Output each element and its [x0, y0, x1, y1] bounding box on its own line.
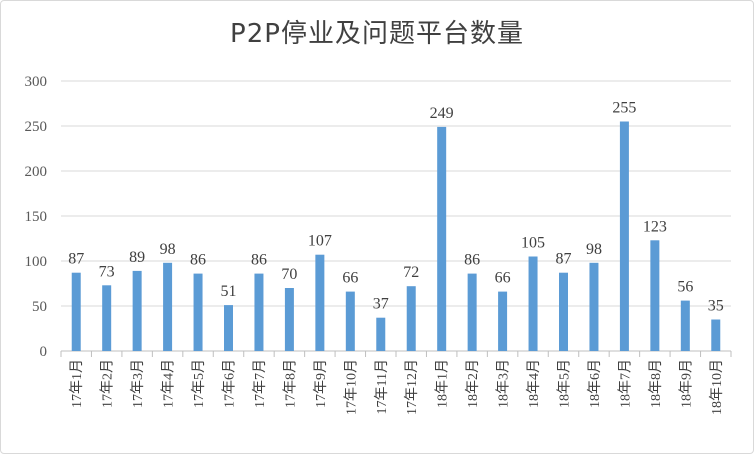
x-tick-label: 18年9月	[678, 359, 694, 408]
x-tick-label: 18年6月	[587, 359, 603, 408]
data-label: 98	[586, 241, 602, 258]
data-label: 86	[190, 252, 206, 269]
bar	[284, 288, 294, 351]
x-tick-label: 18年1月	[435, 359, 451, 408]
x-tick-label: 17年6月	[222, 359, 238, 408]
data-label: 70	[281, 266, 297, 283]
y-tick-label: 0	[40, 344, 48, 360]
bar	[650, 240, 660, 351]
bar	[132, 270, 142, 351]
data-label: 107	[308, 233, 332, 250]
y-tick-label: 200	[25, 164, 48, 180]
x-tick-label: 18年2月	[465, 359, 481, 408]
data-label: 51	[221, 283, 237, 300]
bar	[406, 286, 416, 351]
data-label: 73	[99, 263, 115, 280]
y-tick-label: 300	[25, 74, 48, 90]
x-tick-label: 17年11月	[374, 359, 390, 414]
x-tick-label: 17年4月	[161, 359, 177, 408]
y-tick-label: 250	[25, 119, 48, 135]
bar	[467, 273, 477, 351]
data-label: 123	[643, 218, 667, 235]
bar	[102, 285, 112, 351]
bar	[71, 272, 81, 351]
bar	[163, 262, 173, 351]
data-label: 86	[251, 252, 267, 269]
x-tick-label: 17年3月	[130, 359, 146, 408]
bar	[559, 272, 568, 351]
y-tick-label: 150	[25, 209, 48, 225]
x-tick-label: 17年8月	[282, 359, 298, 408]
x-tick-label: 17年12月	[404, 359, 420, 415]
x-tick-label: 18年10月	[709, 359, 725, 415]
x-tick-label: 18年8月	[648, 359, 664, 408]
data-label: 89	[129, 249, 145, 266]
data-label: 255	[612, 100, 636, 117]
data-label: 98	[160, 241, 176, 258]
bar	[254, 273, 264, 351]
x-tick-label: 17年2月	[100, 359, 116, 408]
data-label: 105	[521, 235, 545, 252]
bar	[619, 121, 629, 351]
data-label: 66	[342, 270, 358, 287]
data-label: 249	[430, 105, 454, 122]
x-tick-label: 17年5月	[191, 359, 207, 408]
x-tick-label: 18年5月	[557, 359, 573, 408]
y-tick-label: 50	[32, 299, 47, 315]
bar	[224, 305, 233, 351]
bar	[345, 291, 355, 351]
x-tick-label: 18年3月	[496, 359, 512, 408]
bar	[498, 291, 508, 351]
data-label: 66	[495, 270, 511, 287]
x-tick-label: 18年7月	[617, 359, 633, 408]
data-label: 35	[708, 298, 724, 315]
data-label: 37	[373, 296, 389, 313]
x-tick-label: 17年7月	[252, 359, 268, 408]
chart-title: P2P停业及问题平台数量	[230, 19, 524, 49]
bar	[711, 319, 721, 351]
data-label: 86	[464, 252, 480, 269]
data-label: 56	[677, 279, 693, 296]
data-label: 87	[68, 251, 84, 268]
bar	[193, 273, 203, 351]
x-tick-label: 17年9月	[313, 359, 329, 408]
bar	[376, 317, 386, 351]
data-label: 72	[403, 264, 419, 281]
bar	[680, 300, 690, 351]
x-tick-label: 17年10月	[343, 359, 359, 415]
bar	[589, 262, 599, 351]
x-tick-label: 17年1月	[69, 359, 85, 408]
x-tick-label: 18年4月	[526, 359, 542, 408]
bar	[528, 256, 538, 351]
data-label: 87	[556, 251, 572, 268]
bar	[437, 126, 447, 352]
bar	[315, 254, 325, 351]
y-tick-label: 100	[25, 254, 48, 270]
